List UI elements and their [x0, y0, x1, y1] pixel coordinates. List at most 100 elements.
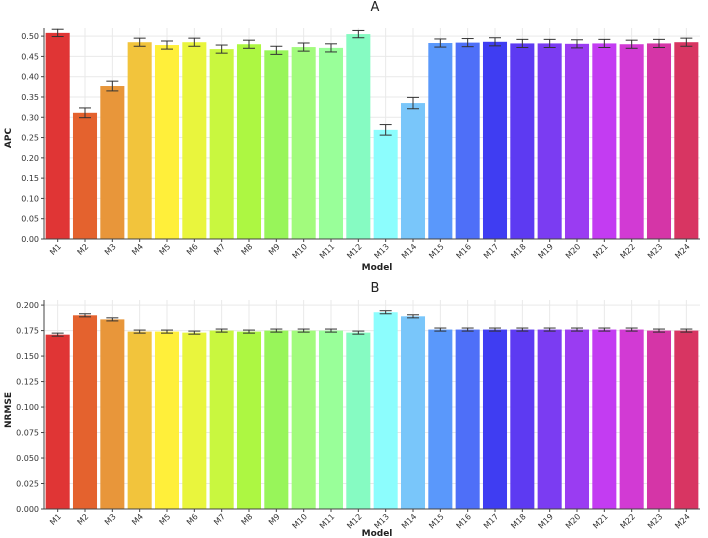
panel-b-bar-m17 [482, 329, 508, 509]
panel-b-error-bar-m21 [598, 327, 611, 332]
panel-b-bar-m11 [318, 330, 344, 509]
panel-a-error-bar-m9 [270, 45, 283, 55]
panel-a-error-bar-m18 [516, 38, 529, 48]
panel-a-x-axis-title: Model [362, 263, 393, 273]
panel-a-bar-m19 [537, 43, 562, 239]
panel-b-x-tick-label: M22 [619, 512, 637, 530]
panel-b-error-bar-m16 [461, 327, 474, 332]
panel-b-x-tick-label: M23 [646, 512, 664, 530]
panel-a-x-tick-label: M18 [509, 242, 527, 260]
panel-b-y-tick-label: 0.050 [16, 454, 39, 463]
panel-a-bar-m8 [236, 44, 262, 239]
panel-b-x-tick-label: M2 [76, 512, 91, 527]
panel-b-bar-m18 [510, 329, 535, 509]
panel-b-error-bar-m24 [680, 328, 693, 333]
panel-a-y-tick-label: 0.30 [21, 113, 39, 122]
panel-b-x-tick-label: M21 [591, 512, 609, 530]
panel-b-x-tick-label: M15 [427, 512, 445, 530]
panel-a-bar-m11 [318, 47, 344, 239]
panel-b-x-tick-label: M8 [240, 512, 255, 527]
panel-a-title: A [371, 0, 380, 15]
panel-a-x-tick-label: M12 [345, 242, 363, 260]
panel-b-bar-m19 [537, 329, 562, 509]
panel-a-y-tick-label: 0.10 [21, 194, 39, 203]
panel-b-error-bar-m12 [352, 330, 365, 335]
panel-a-error-bar-m13 [379, 124, 392, 136]
panel-b-x-tick-label: M19 [537, 512, 555, 530]
panel-b-bar-m14 [400, 316, 426, 509]
panel-a-y-tick-label: 0.15 [21, 174, 39, 183]
panel-b-bar-m20 [564, 329, 590, 509]
panel-b-error-bar-m10 [297, 328, 310, 333]
panel-b-x-tick-label: M18 [509, 512, 527, 530]
panel-a-x-tick-label: M5 [158, 242, 173, 257]
panel-b-y-tick-label: 0.000 [16, 505, 39, 514]
panel-b-x-tick-label: M4 [130, 512, 145, 527]
panel-a-error-bar-m19 [543, 38, 556, 48]
panel-a-error-bar-m24 [680, 37, 693, 47]
panel-b-error-bar-m15 [434, 327, 447, 332]
panel-a-x-tick-label: M9 [267, 242, 282, 257]
panel-a-bar-m9 [264, 50, 289, 239]
panel-a-y-tick-label: 0.05 [21, 215, 39, 224]
panel-b-x-tick-label: M10 [291, 512, 309, 530]
panel-a-error-bar-m7 [215, 44, 228, 54]
panel-b-x-tick-label: M14 [400, 512, 418, 530]
panel-a-x-tick-label: M20 [564, 242, 582, 260]
panel-b-bar-m15 [428, 329, 453, 509]
panel-a-bar-m17 [482, 41, 508, 239]
panel-a-bar-m24 [674, 42, 699, 240]
panel-b-bar-m23 [646, 330, 672, 509]
panel-a-bar-m3 [100, 86, 125, 240]
panel-a-error-bar-m17 [489, 37, 501, 47]
panel-a-y-tick-label: 0.35 [21, 93, 39, 102]
panel-b-bar-m2 [72, 315, 98, 509]
panel-b-error-bar-m22 [625, 327, 638, 332]
panel-b-error-bar-m19 [543, 327, 556, 332]
panel-a-y-tick-label: 0.00 [21, 235, 39, 244]
panel-a-error-bar-m20 [571, 39, 583, 49]
panel-a-error-bar-m11 [325, 43, 337, 53]
panel-a-x-tick-label: M17 [482, 242, 500, 260]
panel-a: A APC Model 0.00 0.05 0.10 0.15 0.20 0.25 0.30… [4, 0, 700, 273]
panel-a-x-tick-label: M1 [48, 242, 63, 257]
panel-b-y-tick-label: 0.025 [16, 480, 39, 489]
panel-a-bar-m18 [510, 43, 535, 239]
panel-a-bar-m7 [209, 49, 234, 239]
panel-b-bar-m22 [619, 329, 644, 509]
panel-a-error-bar-m15 [434, 38, 447, 48]
panel-b-error-bar-m3 [106, 317, 119, 322]
panel-a-x-tick-label: M6 [185, 242, 200, 257]
panel-a-error-bar-m3 [106, 80, 119, 92]
panel-b-x-tick-label: M20 [564, 512, 582, 530]
panel-a-bar-m13 [373, 129, 398, 239]
panel-b-x-tick-label: M5 [158, 512, 173, 527]
panel-a-x-tick-label: M24 [673, 242, 691, 260]
panel-b-y-tick-label: 0.125 [16, 378, 39, 387]
panel-a-error-bar-m8 [243, 39, 255, 49]
panel-a-bar-m23 [646, 43, 672, 239]
panel-a-error-bar-m4 [133, 37, 146, 47]
panel-b-bar-m13 [373, 312, 398, 509]
panel-b-y-tick-label: 0.100 [16, 403, 39, 412]
panel-a-error-bar-m5 [161, 40, 173, 50]
panel-a-x-tick-label: M21 [591, 242, 609, 260]
panel-b-y-tick-label: 0.150 [16, 352, 39, 361]
panel-b-x-tick-label: M1 [48, 512, 63, 527]
panel-a-bar-m21 [592, 43, 617, 239]
panel-b-error-bar-m6 [188, 330, 201, 335]
panel-b-bar-m12 [346, 332, 371, 509]
panel-b-error-bar-m13 [379, 310, 392, 315]
panel-a-bar-m4 [127, 42, 152, 240]
panel-a-x-tick-label: M23 [646, 242, 664, 260]
panel-a-x-tick-label: M7 [212, 242, 227, 257]
panel-a-x-tick-label: M11 [318, 242, 336, 260]
panel-b-error-bar-m1 [51, 332, 64, 337]
panel-b-x-tick-label: M11 [318, 512, 336, 530]
panel-a-bar-m22 [619, 44, 644, 239]
panel-a-bar-m5 [154, 45, 180, 239]
panel-a-y-axis-title: APC [4, 128, 14, 149]
panel-b-error-bar-m8 [243, 329, 255, 334]
panel-b-x-tick-label: M7 [212, 512, 227, 527]
